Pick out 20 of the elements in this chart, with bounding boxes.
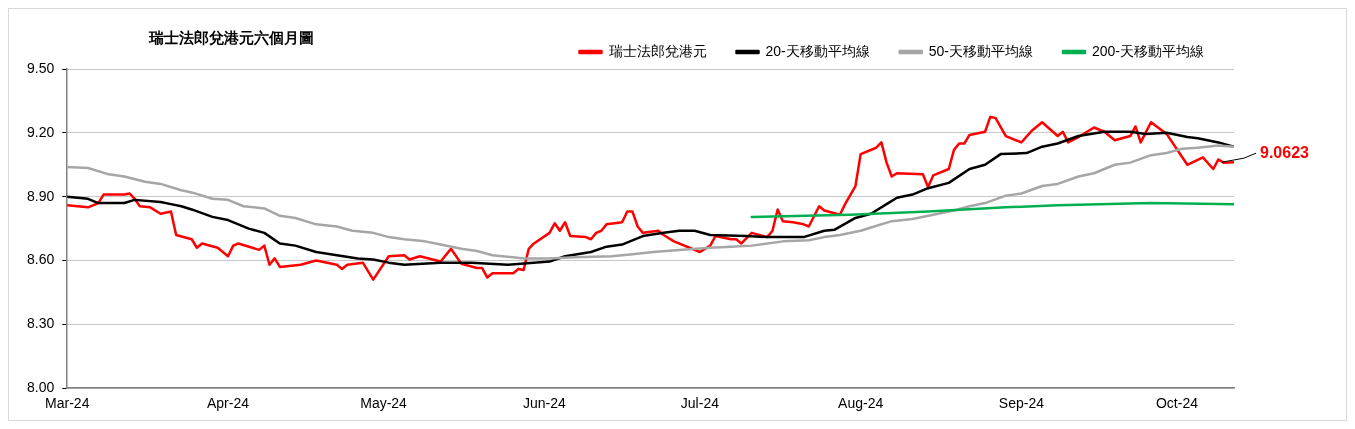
legend-label: 20-天移動平均線 <box>765 42 870 59</box>
annotation: 9.0623 <box>1260 143 1310 161</box>
legend-label: 200-天移動平均線 <box>1091 42 1205 59</box>
legend-label: 50-天移動平均線 <box>928 42 1033 59</box>
x-tick-label: May-24 <box>360 395 408 412</box>
x-tick-label: Mar-24 <box>45 395 90 412</box>
x-tick-label: Aug-24 <box>838 395 884 412</box>
y-tick-label: 8.00 <box>27 379 55 396</box>
y-tick-label: 8.60 <box>27 251 55 268</box>
chart-title: 瑞士法郎兌港元六個月圖 <box>149 29 314 48</box>
y-tick-label: 9.50 <box>27 59 55 76</box>
y-tick-label: 8.90 <box>27 187 55 204</box>
x-tick-label: Sep-24 <box>998 395 1045 412</box>
legend-label: 瑞士法郎兌港元 <box>608 42 707 59</box>
x-tick-label: Jun-24 <box>522 395 566 412</box>
y-tick-label: 8.30 <box>27 315 55 332</box>
y-tick-label: 9.20 <box>27 123 55 140</box>
x-tick-label: Jul-24 <box>680 395 720 412</box>
x-tick-label: Apr-24 <box>206 395 250 412</box>
x-tick-label: Oct-24 <box>1155 395 1199 412</box>
